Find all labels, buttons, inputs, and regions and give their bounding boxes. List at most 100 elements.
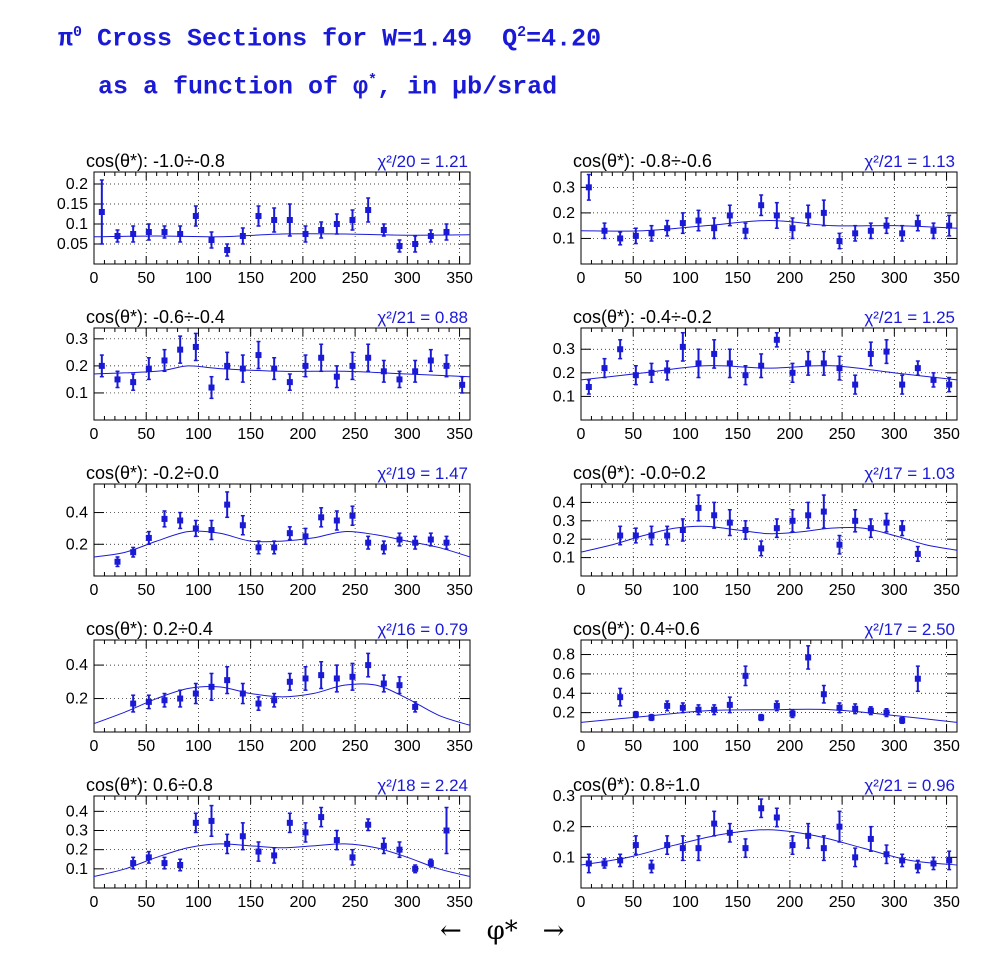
data-point	[711, 706, 718, 713]
x-tick-label: 50	[624, 270, 642, 287]
data-point	[255, 213, 262, 219]
x-tick-label: 250	[342, 894, 369, 911]
data-point	[380, 227, 387, 233]
x-tick-label: 50	[624, 894, 642, 911]
data-point	[742, 527, 749, 533]
fit-curve	[94, 233, 470, 238]
data-point	[380, 544, 387, 551]
x-tick-label: 300	[881, 582, 908, 599]
data-point	[161, 357, 168, 364]
panel-8: 0 50 100 150 200 250 300 350 0.2 0.4 0.6 0.8 cos(θ*)…	[553, 619, 960, 755]
data-point	[130, 700, 137, 707]
data-point	[443, 539, 450, 546]
chi2-label: χ²/21 = 0.88	[377, 308, 468, 327]
data-point	[177, 695, 184, 702]
data-point	[302, 829, 309, 836]
data-point	[333, 221, 340, 227]
plot-frame	[93, 171, 471, 265]
panel-label: cos(θ*): -0.8÷-0.6	[573, 151, 712, 171]
data-point	[271, 544, 278, 551]
data-point	[427, 233, 434, 239]
data-point	[601, 365, 608, 372]
data-point	[852, 517, 859, 524]
data-point	[239, 833, 246, 840]
data-point	[726, 701, 733, 708]
data-point	[883, 519, 890, 526]
data-point	[286, 217, 293, 223]
x-tick-label: 100	[672, 270, 699, 287]
chi2-label: χ²/21 = 0.96	[864, 776, 955, 795]
data-point	[632, 842, 639, 849]
data-point	[789, 517, 796, 524]
data-point	[914, 675, 921, 682]
data-point	[208, 384, 215, 391]
x-tick-label: 250	[829, 270, 856, 287]
x-tick-label: 250	[829, 426, 856, 443]
data-point	[632, 711, 639, 718]
data-point	[789, 369, 796, 376]
data-point	[679, 845, 686, 852]
data-point	[286, 379, 293, 386]
panel-label: cos(θ*): -0.0÷0.2	[573, 463, 706, 483]
subtitle-sup: *	[368, 72, 378, 89]
x-tick-label: 350	[933, 270, 960, 287]
data-point	[302, 533, 309, 540]
data-point	[349, 854, 356, 861]
data-point	[239, 233, 246, 239]
data-point	[239, 690, 246, 697]
data-point	[443, 229, 450, 235]
data-point	[617, 857, 624, 864]
fit-curve	[94, 530, 470, 558]
data-point	[648, 863, 655, 870]
y-tick-label: 0.3	[66, 331, 88, 348]
y-tick-label: 0.1	[66, 216, 88, 233]
y-tick-label: 0.2	[553, 365, 575, 382]
x-tick-label: 300	[394, 270, 421, 287]
x-tick-label: 0	[90, 738, 99, 755]
data-point	[758, 202, 765, 209]
data-point	[333, 837, 340, 844]
x-tick-label: 200	[777, 738, 804, 755]
data-point	[726, 829, 733, 836]
data-point	[742, 372, 749, 379]
data-point	[286, 819, 293, 826]
x-tick-label: 50	[137, 894, 155, 911]
data-point	[302, 231, 309, 237]
x-tick-label: 0	[577, 426, 586, 443]
data-point	[302, 362, 309, 369]
y-tick-label: 0.1	[553, 849, 575, 866]
x-tick-label: 350	[933, 426, 960, 443]
x-tick-label: 350	[933, 738, 960, 755]
y-tick-label: 0.1	[553, 550, 575, 567]
data-point	[711, 350, 718, 357]
panel-label: cos(θ*): -0.6÷-0.4	[86, 307, 225, 327]
panel-label: cos(θ*): 0.6÷0.8	[86, 775, 213, 795]
y-tick-label: 0.8	[553, 647, 575, 664]
data-point	[161, 229, 168, 235]
y-tick-label: 0.1	[553, 230, 575, 247]
chi2-label: χ²/18 = 2.24	[377, 776, 468, 795]
x-tick-label: 50	[137, 270, 155, 287]
x-tick-label: 150	[724, 270, 751, 287]
data-point	[867, 350, 874, 357]
data-point	[946, 222, 953, 229]
data-point	[318, 227, 325, 233]
x-tick-label: 50	[624, 426, 642, 443]
data-point	[648, 532, 655, 539]
fit-curve	[581, 220, 957, 232]
data-point	[255, 848, 262, 855]
data-point	[726, 519, 733, 526]
x-tick-label: 300	[881, 426, 908, 443]
data-point	[208, 817, 215, 824]
x-tick-label: 100	[185, 582, 212, 599]
x-tick-label: 50	[137, 582, 155, 599]
x-tick-label: 350	[933, 894, 960, 911]
title-pi: π	[58, 24, 74, 54]
title-pi-sup: 0	[73, 24, 83, 41]
data-point	[271, 217, 278, 223]
x-tick-label: 100	[185, 426, 212, 443]
data-point	[726, 212, 733, 219]
data-point	[412, 539, 419, 546]
y-tick-label: 0.2	[553, 205, 575, 222]
